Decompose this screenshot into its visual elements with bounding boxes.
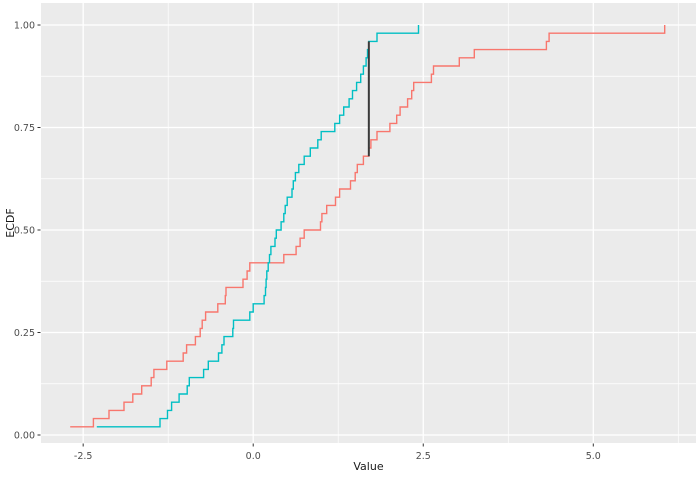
y-axis-tick-label: 1.00: [14, 20, 35, 31]
x-axis-tick-label: 0.0: [246, 451, 261, 462]
ecdf-step-line-sample-1: [70, 25, 666, 428]
y-axis-tick-label: 0.75: [14, 123, 35, 134]
y-axis-tick-label: 0.25: [14, 328, 35, 339]
y-axis-title: ECDF: [4, 208, 17, 238]
x-axis-title: Value: [353, 460, 384, 473]
x-axis-tick-label: 5.0: [586, 451, 601, 462]
y-axis-tick-label: 0.00: [14, 430, 35, 441]
x-axis-tick-label: -2.5: [74, 451, 93, 462]
y-axis-tick-label: 0.50: [14, 225, 35, 236]
ecdf-step-line-sample-2: [96, 25, 420, 428]
x-axis-tick-label: 2.5: [416, 451, 431, 462]
